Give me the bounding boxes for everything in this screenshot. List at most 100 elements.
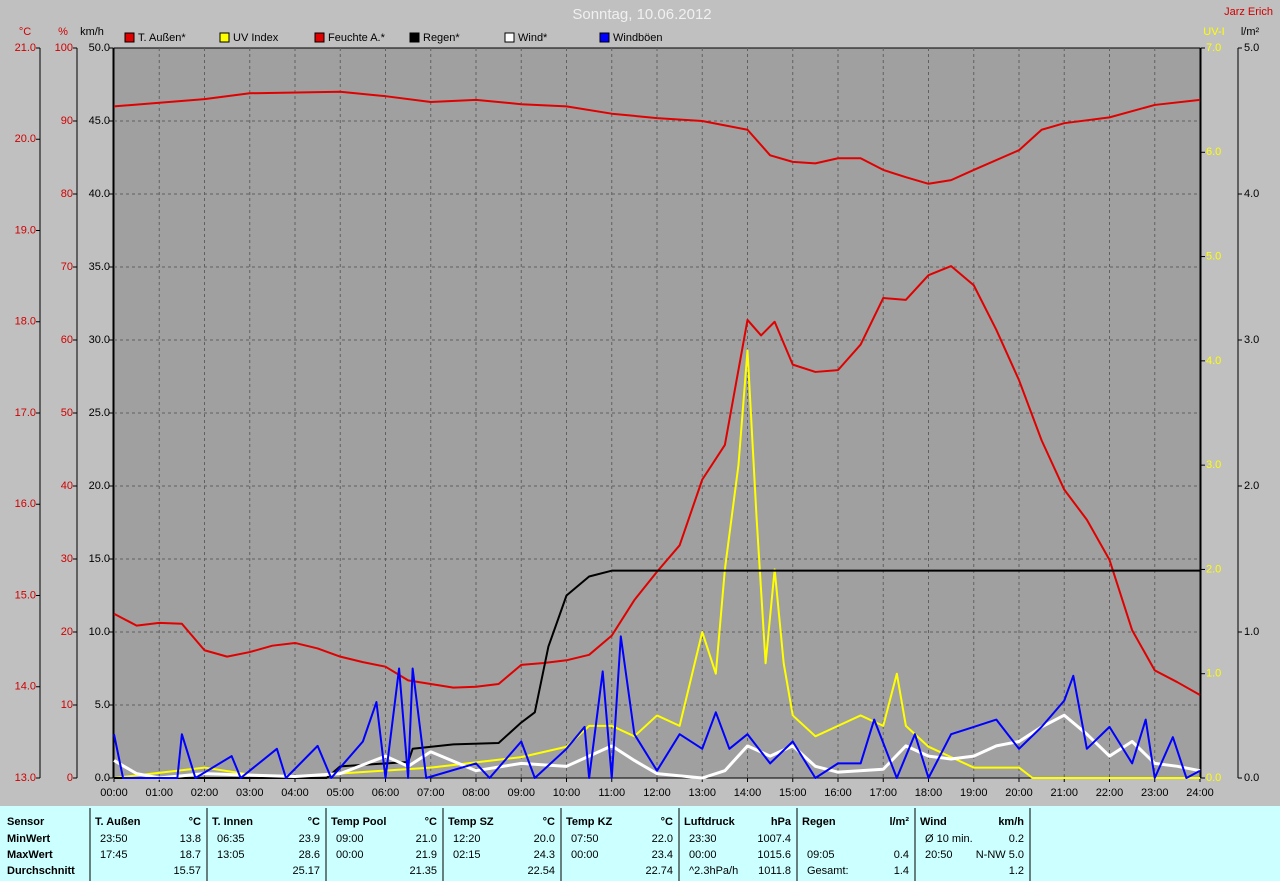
table-cell: 00:00	[689, 849, 717, 861]
table-cell: 02:15	[453, 849, 481, 861]
table-cell: 1.4	[894, 865, 909, 877]
legend-label: T. Außen*	[138, 32, 186, 44]
y-tick-label: 0.0	[1244, 772, 1259, 784]
axis-unit: %	[58, 26, 68, 38]
y-tick-label: 0.0	[95, 772, 110, 784]
y-tick-label: 30	[61, 553, 73, 565]
table-cell: 1011.8	[758, 865, 791, 877]
table-cell: Ø 10 min.	[925, 833, 973, 845]
table-cell: 21.0	[416, 833, 437, 845]
table-cell: 1007.4	[757, 833, 791, 845]
table-cell: 24.3	[534, 849, 555, 861]
y-tick-label: 2.0	[1244, 480, 1259, 492]
x-tick-label: 15:00	[779, 787, 807, 799]
y-tick-label: 2.0	[1206, 563, 1221, 575]
y-tick-label: 80	[61, 188, 73, 200]
table-cell: 12:20	[453, 833, 481, 845]
table-cell: 23.9	[299, 833, 320, 845]
x-tick-label: 18:00	[915, 787, 943, 799]
table-cell: Gesamt:	[807, 865, 849, 877]
y-tick-label: 20.0	[15, 133, 36, 145]
legend-label: Windböen	[613, 32, 663, 44]
table-cell: 17:45	[100, 849, 128, 861]
table-row-label: MaxWert	[7, 849, 53, 861]
legend-label: Wind*	[518, 32, 548, 44]
y-tick-label: 60	[61, 334, 73, 346]
y-tick-label: 3.0	[1244, 334, 1259, 346]
legend-label: Regen*	[423, 32, 460, 44]
series-line	[113, 265, 1201, 696]
table-cell: 15.57	[173, 865, 201, 877]
chart-title: Sonntag, 10.06.2012	[572, 6, 711, 23]
y-tick-label: 10.0	[89, 626, 110, 638]
table-cell: 20:50	[925, 849, 953, 861]
x-tick-label: 21:00	[1050, 787, 1078, 799]
y-tick-label: 0.0	[1206, 772, 1221, 784]
table-header: Temp Pool	[331, 816, 386, 828]
series-line	[113, 635, 1201, 779]
y-tick-label: 70	[61, 261, 73, 273]
x-tick-label: 04:00	[281, 787, 309, 799]
y-tick-label: 3.0	[1206, 459, 1221, 471]
x-tick-label: 05:00	[326, 787, 354, 799]
y-tick-label: 5.0	[1244, 42, 1259, 54]
y-tick-label: 6.0	[1206, 146, 1221, 158]
table-cell: N-NW 5.0	[976, 849, 1024, 861]
table-unit: hPa	[771, 816, 792, 828]
y-tick-label: 16.0	[15, 498, 36, 510]
series-line	[114, 569, 1200, 779]
x-tick-label: 10:00	[553, 787, 581, 799]
table-header: Regen	[802, 816, 836, 828]
legend-label: Feuchte A.*	[328, 32, 386, 44]
x-tick-label: 19:00	[960, 787, 988, 799]
table-unit: l/m²	[889, 816, 909, 828]
author: Jarz Erich	[1224, 6, 1273, 18]
y-tick-label: 19.0	[15, 224, 36, 236]
table-unit: °C	[425, 816, 437, 828]
axis-unit: l/m²	[1241, 26, 1260, 38]
legend-swatch	[409, 32, 420, 43]
y-tick-label: 30.0	[89, 334, 110, 346]
y-tick-label: 20.0	[89, 480, 110, 492]
table-cell: 00:00	[336, 849, 364, 861]
table-cell: 0.4	[894, 849, 909, 861]
y-tick-label: 25.0	[89, 407, 110, 419]
table-cell: 21.35	[409, 865, 437, 877]
y-tick-label: 4.0	[1206, 355, 1221, 367]
table-background	[0, 806, 1280, 881]
y-tick-label: 1.0	[1206, 668, 1221, 680]
table-cell: 28.6	[299, 849, 320, 861]
table-unit: km/h	[998, 816, 1024, 828]
table-cell: 25.17	[292, 865, 320, 877]
legend-swatch	[124, 32, 135, 43]
y-tick-label: 40.0	[89, 188, 110, 200]
x-tick-label: 00:00	[100, 787, 128, 799]
y-tick-label: 0	[67, 772, 73, 784]
table-header: T. Außen	[95, 816, 141, 828]
series-line	[113, 90, 1201, 185]
table-cell: 22.0	[652, 833, 673, 845]
x-tick-label: 13:00	[688, 787, 716, 799]
axis-unit: km/h	[80, 26, 104, 38]
y-tick-label: 5.0	[95, 699, 110, 711]
table-cell: 23:30	[689, 833, 717, 845]
x-tick-label: 24:00	[1186, 787, 1214, 799]
y-tick-label: 4.0	[1244, 188, 1259, 200]
y-tick-label: 50.0	[89, 42, 110, 54]
table-cell: 22.54	[527, 865, 555, 877]
y-tick-label: 50	[61, 407, 73, 419]
y-tick-label: 15.0	[89, 553, 110, 565]
table-header: T. Innen	[212, 816, 253, 828]
table-unit: °C	[543, 816, 555, 828]
series-line	[113, 713, 1201, 780]
x-tick-label: 03:00	[236, 787, 264, 799]
y-tick-label: 17.0	[15, 407, 36, 419]
y-tick-label: 1.0	[1244, 626, 1259, 638]
x-tick-label: 16:00	[824, 787, 852, 799]
x-tick-label: 22:00	[1096, 787, 1124, 799]
table-row-label: Durchschnitt	[7, 865, 75, 877]
table-header: Wind	[920, 816, 947, 828]
y-tick-label: 5.0	[1206, 250, 1221, 262]
y-tick-label: 13.0	[15, 772, 36, 784]
